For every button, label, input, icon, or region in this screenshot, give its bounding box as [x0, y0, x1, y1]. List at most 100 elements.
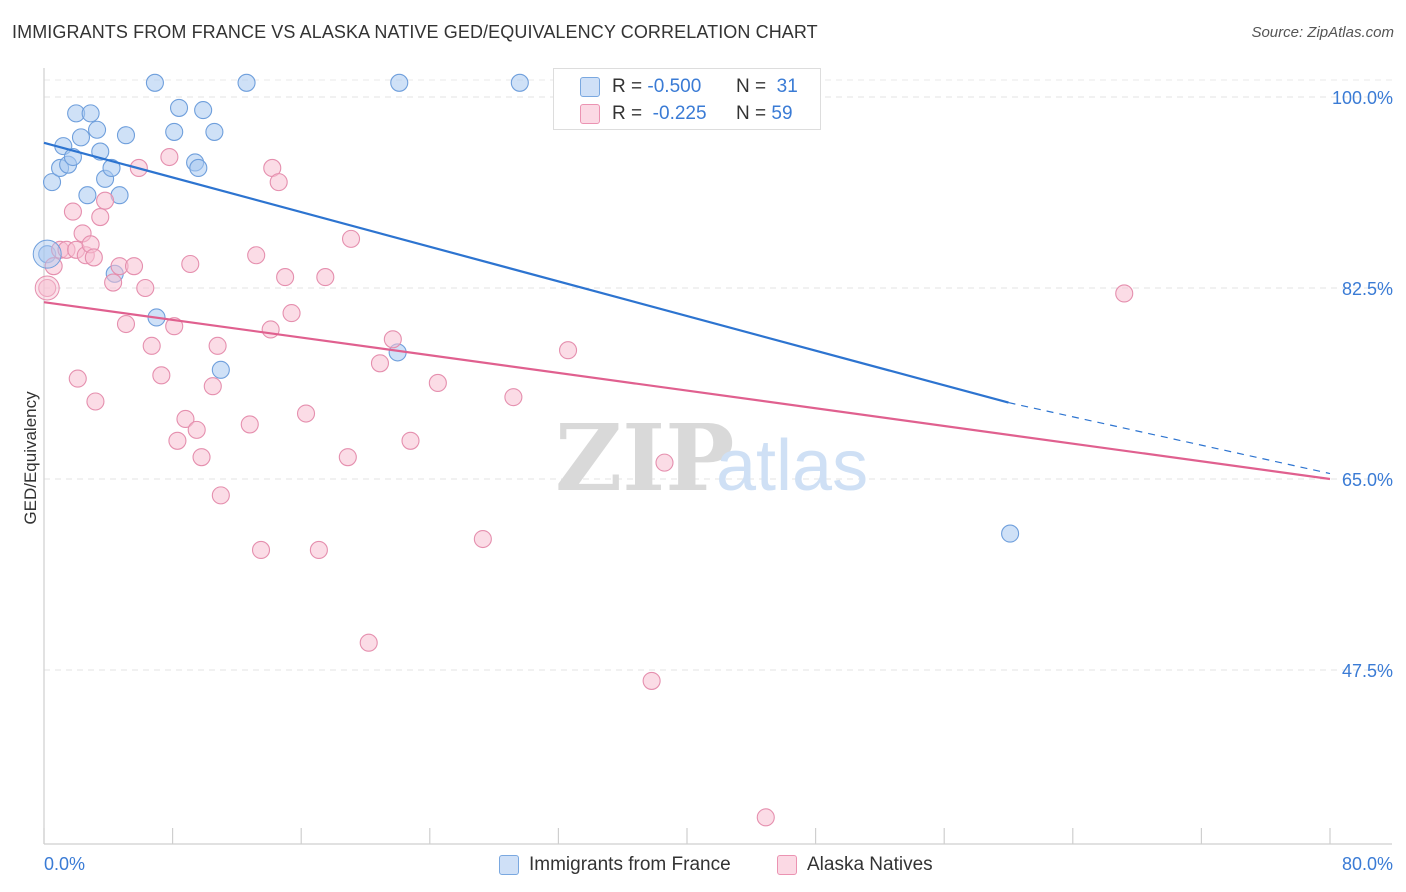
watermark-atlas: atlas	[716, 426, 868, 506]
point-france	[510, 73, 529, 92]
point-alaska	[269, 173, 288, 192]
point-alaska	[338, 448, 357, 467]
point-france	[237, 73, 256, 92]
point-alaska	[428, 373, 447, 393]
point-alaska	[370, 354, 390, 373]
point-alaska	[192, 448, 211, 467]
y-tick-label: 82.5%	[1342, 279, 1393, 299]
stats-r-value: -0.225	[652, 103, 707, 124]
legend-swatch-alaska	[777, 855, 797, 875]
point-alaska	[261, 320, 280, 339]
point-alaska	[181, 254, 200, 274]
point-france	[165, 122, 184, 141]
point-alaska	[91, 208, 110, 227]
x-tick-label: 0.0%	[44, 854, 85, 874]
trend-line-alaska	[43, 301, 1331, 481]
point-alaska	[96, 191, 115, 210]
point-france	[81, 104, 100, 123]
point-alaska	[116, 314, 136, 334]
point-alaska	[251, 540, 271, 559]
chart-legend: Immigrants from France Alaska Natives	[0, 854, 1406, 878]
point-alaska	[63, 202, 82, 221]
point-alaska	[1115, 284, 1134, 303]
source-label: Source: ZipAtlas.com	[1251, 24, 1394, 41]
point-france	[189, 158, 208, 177]
x-tick-label: 80.0%	[1342, 854, 1393, 874]
point-alaska	[401, 431, 420, 450]
point-alaska	[160, 147, 179, 167]
point-alaska	[282, 304, 301, 323]
stats-r-label: R =	[612, 103, 643, 124]
point-france	[78, 186, 97, 205]
legend-label-france: Immigrants from France	[529, 854, 731, 875]
point-alaska	[34, 275, 60, 301]
point-france	[211, 360, 230, 379]
point-alaska	[309, 540, 328, 559]
watermark-zip: ZIP	[555, 404, 734, 512]
stats-r-label: R =	[612, 76, 643, 97]
point-alaska	[203, 377, 222, 396]
stats-row-alaska: R = -0.225 N = 59	[554, 101, 822, 127]
point-france	[116, 126, 136, 145]
point-alaska	[558, 341, 578, 360]
point-alaska	[240, 415, 259, 434]
stats-swatch-alaska	[580, 104, 600, 124]
point-alaska	[655, 453, 674, 472]
point-alaska	[124, 257, 144, 276]
point-alaska	[276, 268, 295, 287]
stats-swatch-france	[580, 77, 600, 97]
point-alaska	[168, 431, 187, 450]
point-france	[205, 122, 224, 141]
y-tick-label: 65.0%	[1342, 470, 1393, 490]
y-tick-label: 100.0%	[1332, 88, 1393, 108]
point-alaska	[68, 369, 87, 388]
legend-item-alaska[interactable]: Alaska Natives	[777, 854, 933, 876]
point-alaska	[341, 229, 361, 248]
point-alaska	[165, 317, 184, 336]
point-alaska	[176, 409, 195, 429]
point-france	[145, 73, 164, 92]
stats-row-france: R = -0.500 N = 31	[554, 74, 822, 100]
point-alaska	[473, 529, 492, 549]
stats-n-value: 31	[776, 76, 798, 97]
point-alaska	[756, 808, 775, 827]
point-alaska	[504, 388, 523, 407]
legend-swatch-france	[499, 855, 519, 875]
trend-line-france	[43, 141, 1009, 404]
point-alaska	[359, 633, 378, 652]
point-france	[71, 128, 91, 147]
point-france	[102, 158, 121, 177]
chart-title: IMMIGRANTS FROM FRANCE VS ALASKA NATIVE …	[12, 22, 818, 42]
y-axis-label: GED/Equivalency	[21, 391, 40, 525]
point-france	[32, 239, 62, 269]
point-alaska	[642, 671, 661, 690]
legend-label-alaska: Alaska Natives	[807, 854, 933, 875]
point-alaska	[142, 336, 161, 355]
legend-item-france[interactable]: Immigrants from France	[499, 854, 731, 876]
point-alaska	[316, 268, 335, 287]
point-france	[390, 73, 409, 92]
point-alaska	[187, 420, 206, 439]
point-alaska	[383, 330, 402, 349]
point-alaska	[152, 366, 171, 385]
point-alaska	[136, 278, 155, 298]
point-france	[42, 173, 62, 192]
stats-n-label: N =	[736, 103, 767, 124]
stats-r-value: -0.500	[647, 76, 702, 97]
point-france	[1001, 524, 1020, 543]
stats-n-label: N =	[736, 76, 767, 97]
point-france	[169, 98, 189, 117]
trend-line-france-extension	[1008, 402, 1331, 475]
point-alaska	[208, 336, 227, 355]
point-alaska	[38, 278, 57, 298]
point-alaska	[84, 248, 103, 267]
point-france	[194, 101, 213, 120]
point-alaska	[296, 404, 316, 423]
point-alaska	[86, 392, 105, 411]
point-alaska	[104, 273, 123, 292]
y-tick-label: 47.5%	[1342, 661, 1393, 681]
stats-n-value: 59	[771, 103, 793, 124]
point-france	[87, 120, 107, 139]
point-alaska	[211, 486, 230, 505]
